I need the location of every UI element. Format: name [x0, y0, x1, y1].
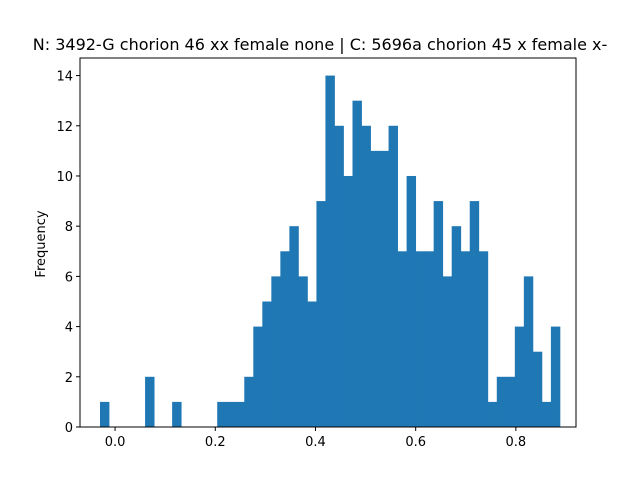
histogram-bar: [271, 276, 281, 427]
histogram-bar: [298, 276, 308, 427]
histogram-bar: [442, 276, 453, 427]
histogram-bar: [433, 201, 444, 427]
chart-title: N: 3492-G chorion 46 xx female none | C:…: [33, 35, 607, 54]
histogram-bar: [397, 251, 408, 427]
histogram-bar: [505, 376, 516, 427]
y-tick-label: 0: [65, 421, 73, 436]
y-tick-label: 14: [56, 70, 73, 85]
histogram-bar: [523, 276, 534, 427]
histogram-bar: [379, 150, 389, 427]
histogram-bar: [262, 301, 272, 427]
histogram-bar: [99, 401, 110, 427]
histogram-bar: [415, 251, 426, 427]
histogram-bar: [370, 150, 380, 427]
y-axis-label: Frequency: [34, 210, 49, 277]
histogram-bar: [487, 401, 498, 427]
histogram-bar: [550, 326, 561, 427]
histogram-bars: [99, 75, 561, 428]
histogram-bar: [289, 226, 299, 427]
histogram-bar: [451, 226, 462, 427]
y-tick-label: 2: [65, 371, 73, 386]
histogram-bar: [352, 100, 362, 428]
x-tick-label: 0.8: [506, 435, 527, 450]
x-tick-label: 0.0: [105, 435, 126, 450]
histogram-bar: [316, 201, 326, 427]
x-tick-label: 0.2: [205, 435, 226, 450]
histogram-bar: [253, 326, 263, 427]
y-axis: 0 2 4 6 8 10 12 14: [56, 70, 80, 436]
histogram-bar: [325, 75, 335, 428]
histogram-bar: [172, 401, 182, 427]
y-tick-label: 12: [56, 120, 73, 135]
plot-frame: [79, 57, 577, 428]
histogram-bar: [307, 301, 317, 427]
histogram-bar: [244, 376, 254, 427]
x-tick-label: 0.6: [405, 435, 426, 450]
histogram-bar: [280, 251, 290, 427]
x-tick-label: 0.4: [305, 435, 326, 450]
histogram-bar: [541, 401, 552, 427]
histogram-bar: [343, 175, 353, 427]
histogram-bar: [235, 401, 245, 427]
histogram-bar: [514, 326, 525, 427]
histogram-bar: [469, 201, 480, 427]
y-tick-label: 4: [65, 321, 73, 336]
histogram-bar: [424, 251, 435, 427]
histogram-bar: [217, 401, 227, 427]
histogram-bar: [145, 376, 155, 427]
y-tick-label: 10: [56, 170, 73, 185]
histogram-bar: [226, 401, 236, 427]
x-axis: 0.0 0.2 0.4 0.6 0.8: [105, 427, 526, 450]
y-tick-label: 8: [65, 220, 73, 235]
y-tick-label: 6: [65, 270, 73, 285]
histogram-bar: [460, 251, 471, 427]
histogram-bar: [532, 351, 543, 427]
histogram-bar: [388, 125, 398, 427]
histogram-bar: [478, 251, 489, 427]
histogram-bar: [406, 175, 417, 427]
histogram-bar: [496, 376, 507, 427]
histogram-bar: [361, 125, 371, 427]
histogram-bar: [334, 125, 344, 427]
